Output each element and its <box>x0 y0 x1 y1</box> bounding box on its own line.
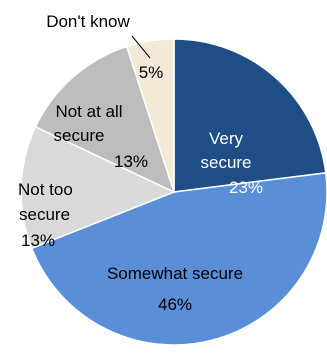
pie-slice-don-t-know <box>125 38 175 193</box>
label-not-at-all-secure: Not at all <box>55 102 122 121</box>
value-somewhat-secure: 46% <box>158 295 192 314</box>
dont-know-leader-line <box>131 35 151 59</box>
pie-slices <box>20 38 327 346</box>
label-not-too-secure-line2: secure <box>19 205 70 224</box>
pie-slice-not-too-secure <box>20 125 176 250</box>
pie-slice-very-secure <box>173 38 327 193</box>
value-not-at-all-secure: 13% <box>114 152 148 171</box>
value-very-secure: 23% <box>229 178 263 197</box>
value-dont-know: 5% <box>139 63 164 82</box>
label-not-too-secure: Not too <box>18 180 73 199</box>
label-dont-know: Don't know <box>46 12 130 31</box>
label-very-secure-line2: secure <box>200 153 251 172</box>
pie-slice-not-at-all-secure <box>34 45 176 194</box>
label-somewhat-secure: Somewhat secure <box>107 264 243 283</box>
label-not-at-all-secure-line2: secure <box>53 126 104 145</box>
label-very-secure: Very <box>209 129 244 148</box>
value-not-too-secure: 13% <box>21 231 55 250</box>
pie-slice-somewhat-secure <box>30 171 327 346</box>
